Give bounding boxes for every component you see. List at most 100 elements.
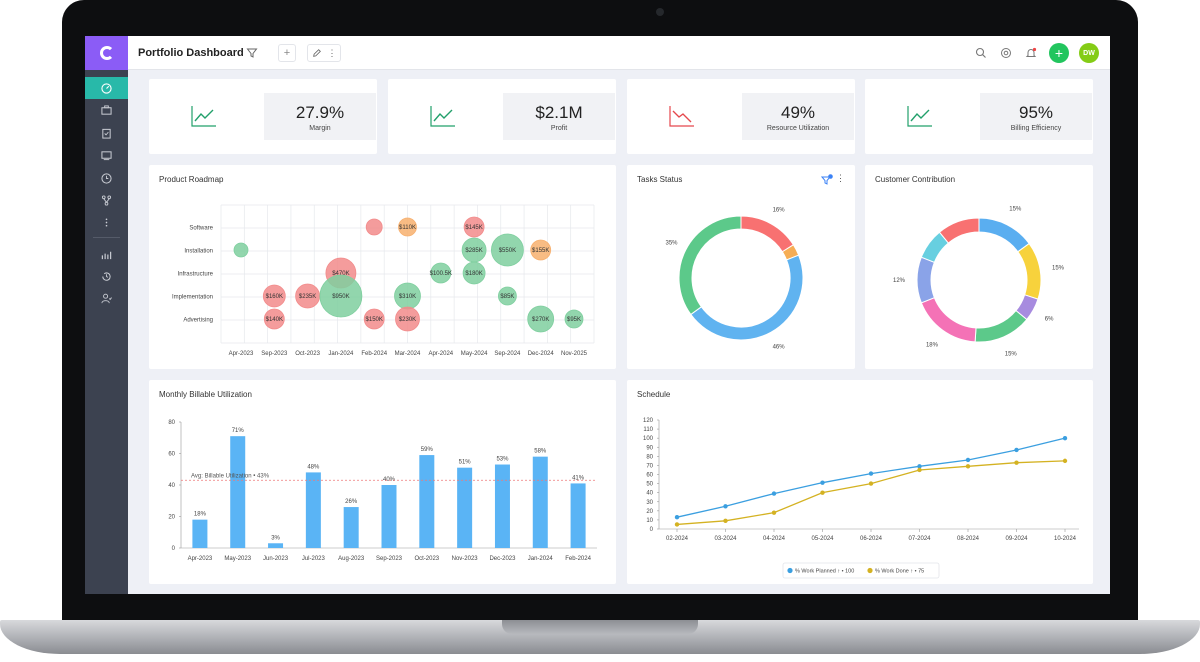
bar-label: 41%: [572, 475, 585, 481]
slice-label: 16%: [773, 208, 786, 214]
x-tick-label: 04-2024: [763, 536, 786, 542]
x-tick-label: Jul-2023: [302, 556, 326, 562]
donut-slice: [920, 297, 977, 343]
filter-icon[interactable]: [246, 47, 258, 59]
series-line: [676, 460, 1066, 526]
y-tick-label: 10: [646, 518, 653, 524]
bubble-label: $180K: [465, 271, 482, 277]
y-tick-label: 60: [646, 473, 653, 479]
app-logo[interactable]: [85, 36, 128, 70]
bar: [381, 485, 397, 548]
bubble-label: $310K: [399, 294, 416, 300]
bar: [494, 464, 510, 548]
analytics-icon[interactable]: [85, 243, 128, 265]
create-button[interactable]: +: [1049, 43, 1069, 63]
bubble: [497, 286, 517, 306]
billable-utilization-card: Monthly Billable Utilization 0 20 40 60 80 18…: [149, 380, 616, 584]
bubble: [527, 305, 555, 333]
utilization-chart: 0 20 40 60 80 18% Apr-2023 71% May-2023 3% Jun-202…: [168, 420, 597, 562]
slice-label: 46%: [773, 344, 786, 350]
x-tick-label: Apr-2023: [188, 556, 213, 562]
bubble: [490, 233, 524, 267]
x-tick-label: 02-2024: [666, 536, 689, 542]
bar-label: 71%: [232, 428, 245, 434]
data-point: [1062, 458, 1068, 464]
data-point: [965, 457, 971, 463]
series-line: [676, 437, 1066, 518]
bar: [230, 436, 246, 548]
donut-slice: [916, 256, 936, 304]
y-tick-label: Implementation: [172, 295, 213, 301]
bell-icon[interactable]: [1025, 47, 1037, 59]
customer-donut: 15% 15% 6% 15% 18% 12%: [893, 207, 1065, 358]
bubble: [463, 216, 485, 238]
slice-label: 18%: [926, 343, 939, 349]
donut-slice: [974, 309, 1028, 343]
bubble: [430, 262, 452, 284]
dashboard-icon[interactable]: [85, 77, 128, 99]
x-tick-label: Sep-2023: [261, 351, 288, 357]
x-tick-label: 07-2024: [908, 536, 931, 542]
bar: [570, 483, 586, 548]
bubble: [319, 274, 363, 318]
sidebar-divider: [93, 237, 120, 238]
data-point: [674, 522, 680, 527]
slice-label: 15%: [1052, 265, 1065, 271]
bubble-label: $155K: [532, 248, 549, 254]
workflow-icon[interactable]: [85, 189, 128, 211]
card-title: Customer Contribution: [875, 175, 956, 184]
x-tick-label: Sep-2024: [494, 351, 521, 357]
tasks-donut: 16% 46% 35%: [665, 208, 804, 350]
filter-icon[interactable]: [821, 174, 833, 186]
bubble-label: $270K: [532, 317, 549, 323]
reports-icon[interactable]: [85, 144, 128, 166]
card-title: Schedule: [637, 390, 671, 399]
more-icon[interactable]: [85, 211, 128, 233]
bubble: [363, 308, 385, 330]
bubble: [233, 242, 249, 258]
slice-label: 35%: [665, 241, 678, 247]
kebab-icon[interactable]: ⋮: [836, 173, 845, 183]
kpi-label: Profit: [550, 125, 568, 132]
slice-label: 15%: [1009, 207, 1022, 213]
avg-reference-label: Avg: Billable Utilization • 43%: [191, 473, 270, 479]
search-icon[interactable]: [975, 47, 987, 59]
y-tick-label: Advertising: [183, 318, 213, 324]
y-tick-label: 110: [643, 427, 653, 433]
x-tick-label: Jan-2024: [528, 556, 554, 562]
x-tick-label: 10-2024: [1054, 536, 1077, 542]
avatar[interactable]: DW: [1079, 43, 1099, 63]
mention-icon[interactable]: [1000, 47, 1012, 59]
legend-marker: [867, 567, 873, 574]
schedule-chart: 0 10 20 30 40 50 60 70 80 90 100 110 120 02-2024 03-20…: [643, 418, 1079, 579]
x-tick-label: 03-2024: [714, 536, 737, 542]
data-point: [1062, 435, 1068, 441]
edit-menu-button[interactable]: ⋮: [307, 44, 341, 62]
x-tick-label: Jun-2023: [263, 556, 289, 562]
x-tick-label: Dec-2024: [528, 351, 555, 357]
y-tick-label: 90: [646, 445, 653, 451]
x-tick-label: Feb-2024: [361, 351, 387, 357]
y-tick-label: 20: [168, 515, 175, 521]
bar: [192, 519, 208, 548]
x-tick-label: Nov-2023: [452, 556, 479, 562]
x-tick-label: Nov-2025: [561, 351, 588, 357]
customer-contribution-card: Customer Contribution 15% 15% 6% 15% 18% 12%: [865, 165, 1093, 369]
pencil-icon: [312, 49, 321, 57]
clock-icon[interactable]: [85, 167, 128, 189]
history-icon[interactable]: [85, 265, 128, 287]
donut-slice: [978, 217, 1030, 253]
legend-box: [782, 562, 940, 579]
card-title: Monthly Billable Utilization: [159, 390, 252, 399]
y-tick-label: Software: [189, 226, 213, 232]
user-settings-icon[interactable]: [85, 287, 128, 309]
tasks-icon[interactable]: [85, 122, 128, 144]
x-tick-label: Feb-2024: [565, 556, 591, 562]
add-widget-button[interactable]: +: [278, 44, 296, 62]
projects-icon[interactable]: [85, 99, 128, 121]
x-tick-label: 09-2024: [1005, 536, 1028, 542]
slice-label: 6%: [1045, 317, 1054, 323]
bubble-label: $145K: [465, 225, 482, 231]
kpi-card-billing-efficiency: 95% Billing Efficiency: [865, 79, 1093, 154]
legend-label: % Work Done ↑ • 75: [875, 569, 924, 575]
